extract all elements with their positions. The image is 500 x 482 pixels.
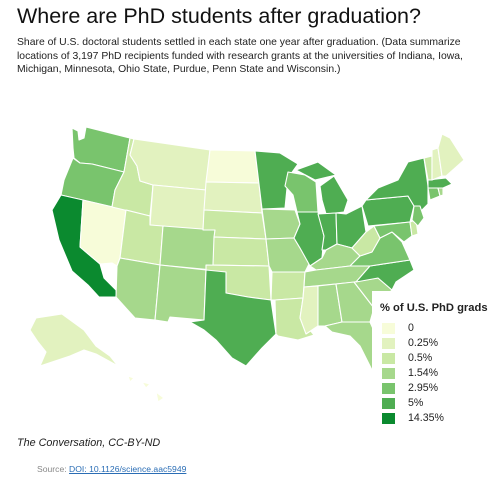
- source-prefix: Source:: [37, 464, 70, 474]
- state-hawaii: [127, 375, 165, 403]
- state-kansas: [212, 236, 270, 267]
- state-new-mexico: [154, 264, 207, 323]
- legend-label: 2.95%: [408, 382, 439, 394]
- legend-item: 2.95%: [382, 382, 438, 394]
- legend-item: 0.25%: [382, 337, 438, 349]
- legend-label: 0: [408, 322, 414, 334]
- legend-label: 0.25%: [408, 337, 439, 349]
- legend-item: 14.35%: [382, 412, 444, 424]
- legend-item: 0: [382, 322, 414, 334]
- state-arkansas: [270, 271, 306, 301]
- state-wyoming: [149, 184, 207, 231]
- state-alaska: [29, 313, 119, 367]
- legend-label: 14.35%: [408, 412, 444, 424]
- legend-label: 1.54%: [408, 367, 439, 379]
- legend-label: 5%: [408, 397, 424, 409]
- legend-item: 5%: [382, 397, 423, 409]
- state-michigan: [295, 161, 349, 215]
- legend-swatch: [382, 382, 395, 394]
- map-description: Share of U.S. doctoral students settled …: [17, 37, 463, 76]
- legend-title: % of U.S. PhD grads: [380, 302, 488, 314]
- state-arizona: [115, 257, 161, 321]
- legend-swatch: [382, 367, 395, 379]
- state-texas: [189, 269, 277, 367]
- state-south-dakota: [203, 181, 263, 214]
- state-new-jersey: [411, 205, 425, 227]
- legend-swatch: [382, 322, 395, 334]
- state-maine: [437, 133, 465, 177]
- map-title: Where are PhD students after graduation?: [17, 4, 421, 28]
- legend-swatch: [382, 412, 395, 424]
- legend-item: 0.5%: [382, 352, 432, 364]
- credit-line: The Conversation, CC-BY-ND: [17, 437, 161, 449]
- source-line: Source: DOI: 10.1126/science.aac5949: [37, 464, 186, 474]
- source-doi-link[interactable]: DOI: 10.1126/science.aac5949: [69, 464, 187, 474]
- state-massachusetts: [427, 177, 453, 189]
- state-north-dakota: [205, 149, 260, 184]
- legend-swatch: [382, 337, 395, 349]
- state-iowa: [261, 208, 301, 240]
- legend-label: 0.5%: [408, 352, 433, 364]
- state-pennsylvania: [361, 195, 415, 227]
- state-colorado: [159, 225, 216, 271]
- legend-item: 1.54%: [382, 367, 438, 379]
- legend-swatch: [382, 397, 395, 409]
- map-legend: % of U.S. PhD grads 0 0.25% 0.5% 1.54% 2…: [372, 291, 494, 429]
- legend-swatch: [382, 352, 395, 364]
